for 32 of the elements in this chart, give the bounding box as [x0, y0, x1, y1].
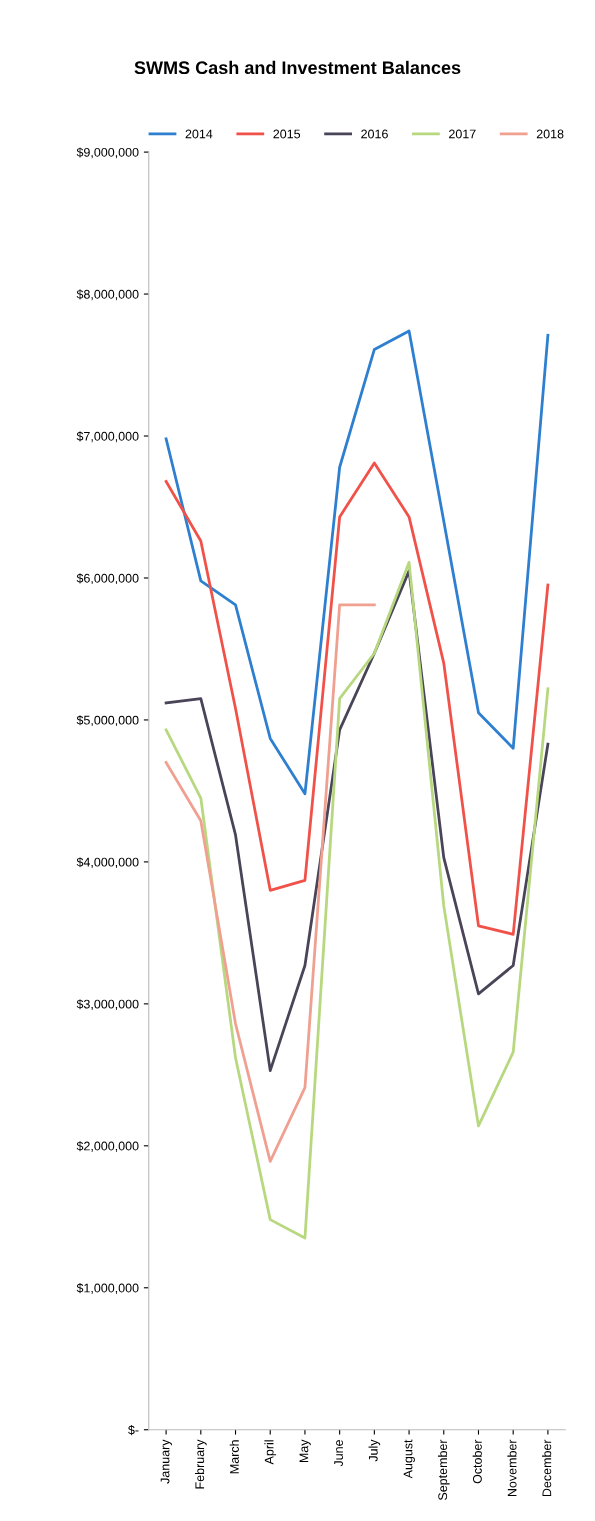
x-tick-label: April — [264, 1440, 277, 1465]
y-tick-label: $3,000,000 — [76, 999, 139, 1010]
y-tick-label: $- — [128, 1425, 139, 1436]
x-tick-label: July — [368, 1439, 381, 1462]
y-tick-label: $8,000,000 — [76, 289, 139, 301]
x-tick-label: November — [507, 1439, 517, 1497]
y-tick-label: $9,000,000 — [76, 147, 139, 159]
x-tick-label: September — [437, 1439, 450, 1501]
x-tick-label: May — [299, 1439, 311, 1463]
legend-label: 2014 — [185, 129, 213, 139]
line-series — [164, 560, 550, 1240]
legend-label: 2018 — [536, 129, 564, 139]
x-tick-label: March — [229, 1440, 239, 1474]
x-tick-label: August — [403, 1439, 415, 1479]
x-tick-label: January — [160, 1439, 172, 1484]
y-tick-label: $5,000,000 — [76, 715, 139, 727]
line-series — [164, 603, 376, 1163]
x-tick-label: October — [472, 1439, 482, 1484]
line-series — [164, 329, 550, 796]
x-tick-label: June — [334, 1440, 343, 1467]
x-tick-label: February — [194, 1439, 207, 1489]
legend-label: 2017 — [449, 129, 476, 139]
line-series — [164, 461, 550, 936]
chart-title: SWMS Cash and Investment Balances — [134, 60, 461, 75]
y-tick-label: $7,000,000 — [76, 431, 139, 443]
y-tick-label: $4,000,000 — [76, 857, 139, 869]
y-tick-label: $6,000,000 — [76, 573, 139, 585]
legend-label: 2015 — [273, 129, 301, 139]
legend-label: 2016 — [361, 129, 388, 139]
y-tick-label: $2,000,000 — [76, 1141, 139, 1152]
x-tick-label: December — [542, 1439, 552, 1497]
y-tick-label: $1,000,000 — [76, 1283, 139, 1294]
